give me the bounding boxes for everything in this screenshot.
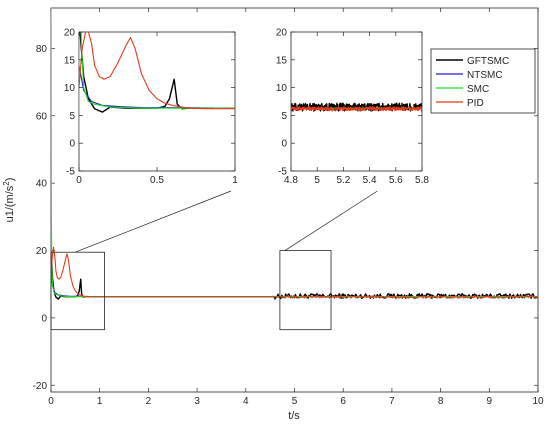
main-xtick-label: 2 xyxy=(146,396,152,407)
main-ytick-label: 60 xyxy=(36,111,48,122)
legend-label-pid: PID xyxy=(467,98,484,109)
main-xtick-label: 8 xyxy=(438,396,444,407)
legend-label-gftsmc: GFTSMC xyxy=(467,56,509,67)
zoom-box-2 xyxy=(279,250,332,331)
inset1-series-group xyxy=(79,32,235,144)
inset2-xtick-label: 5.4 xyxy=(363,175,377,186)
main-xtick-label: 1 xyxy=(97,396,103,407)
inset1-ytick-label: 15 xyxy=(64,55,76,66)
inset2-ytick-label: 15 xyxy=(276,55,288,66)
inset2-ytick-label: -5 xyxy=(278,167,287,178)
inset1-xtick-label: 1 xyxy=(232,175,238,186)
inset1-ytick-label: -5 xyxy=(66,167,75,178)
main-series-group xyxy=(51,8,538,318)
inset1-plot-area xyxy=(78,31,236,172)
main-xtick-label: 3 xyxy=(194,396,200,407)
inset2-xtick-label: 5.2 xyxy=(336,175,350,186)
main-ytick-label: 0 xyxy=(41,313,47,324)
inset1-xtick-label: 0 xyxy=(76,175,82,186)
zoom-box-1 xyxy=(50,251,105,331)
inset2-ytick-label: 20 xyxy=(276,28,288,39)
y-axis-label-end: ) xyxy=(4,178,16,182)
legend-label-smc: SMC xyxy=(467,84,489,95)
inset2-line-pid xyxy=(291,106,422,112)
inset1-ytick-label: 0 xyxy=(69,139,75,150)
y-axis-label: u1/(m/s2) xyxy=(2,178,16,223)
inset1-line-smc xyxy=(79,32,235,144)
inset2-plot-area xyxy=(290,31,423,172)
main-xtick-label: 9 xyxy=(487,396,493,407)
main-ytick-label: 20 xyxy=(36,246,48,257)
y-axis-label-superscript: 2 xyxy=(2,181,11,186)
main-ytick-label: 80 xyxy=(36,44,48,55)
inset2-ytick-label: 0 xyxy=(281,139,287,150)
x-axis-label: t/s xyxy=(288,410,300,422)
inset1-ytick-label: 20 xyxy=(64,28,76,39)
main-xtick-label: 4 xyxy=(243,396,249,407)
inset2-ytick-label: 5 xyxy=(281,111,287,122)
inset2-series-group xyxy=(291,102,422,112)
legend-label-ntsmc: NTSMC xyxy=(467,70,503,81)
legend: GFTSMC NTSMC SMC PID xyxy=(430,48,536,114)
inset1-xtick-label: 0.5 xyxy=(150,175,164,186)
zoom-connector-2 xyxy=(284,190,378,251)
main-xtick-label: 7 xyxy=(389,396,395,407)
main-xtick-label: 5 xyxy=(292,396,298,407)
inset2-xtick-label: 5.6 xyxy=(389,175,403,186)
main-ytick-label: -20 xyxy=(33,381,48,392)
y-axis-label-main: u1/(m/s xyxy=(4,185,16,222)
zoom-connector-1 xyxy=(74,190,232,253)
inset1-ytick-label: 10 xyxy=(64,83,76,94)
main-xtick-label: 0 xyxy=(48,396,54,407)
inset1-line-pid xyxy=(79,32,235,110)
main-line-pid xyxy=(51,246,538,299)
inset2-xtick-label: 4.8 xyxy=(284,175,298,186)
inset2-axis-ticks: 4.8 5 5.2 5.4 5.6 5.8 -5 0 5 10 15 20 xyxy=(276,28,430,187)
inset2-xtick-label: 5.8 xyxy=(415,175,429,186)
main-xtick-label: 6 xyxy=(340,396,346,407)
inset1-ytick-label: 5 xyxy=(69,111,75,122)
inset2-ytick-label: 10 xyxy=(276,83,288,94)
inset2-xtick-label: 5 xyxy=(314,175,320,186)
main-ytick-label: 40 xyxy=(36,179,48,190)
main-xtick-label: 10 xyxy=(532,396,544,407)
